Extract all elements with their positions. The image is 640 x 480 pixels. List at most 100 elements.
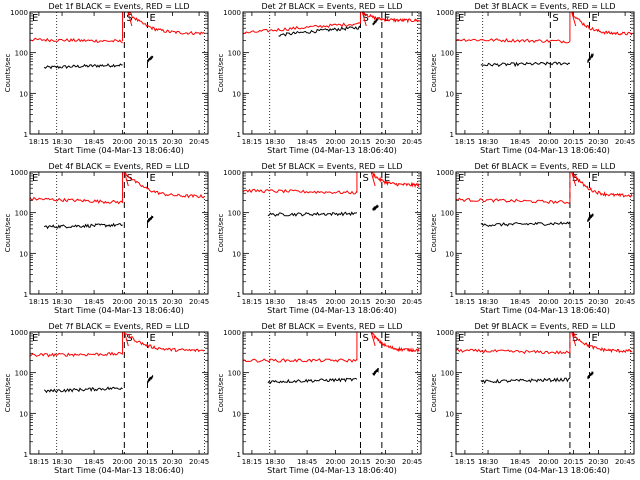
x-tick-label: 20:00 <box>325 298 345 306</box>
x-axis-label: Start Time (04-Mar-13 18:06:40) <box>480 466 610 475</box>
plot-frame <box>29 331 209 455</box>
x-tick-label: 20:45 <box>189 458 209 466</box>
lld-series-line <box>242 188 358 195</box>
x-tick-label: 18:15 <box>242 138 262 146</box>
lld-jump-line <box>123 331 129 347</box>
events-series-line <box>147 374 154 384</box>
y-tick-label: 10 <box>232 410 241 418</box>
lld-jump-line <box>571 171 577 187</box>
x-tick-label: 20:00 <box>325 458 345 466</box>
y-tick-label: 100 <box>228 370 241 378</box>
x-tick-label: 20:00 <box>538 298 558 306</box>
panel-title: Det 7f BLACK = Events, RED = LLD <box>48 322 189 331</box>
x-tick-label: 18:30 <box>52 138 72 146</box>
events-series-line <box>43 222 123 230</box>
events-series-line <box>147 215 154 223</box>
x-tick-label: 18:15 <box>455 458 475 466</box>
x-tick-label: 20:15 <box>350 458 370 466</box>
x-tick-label: 18:30 <box>265 298 285 306</box>
x-tick-label: 18:45 <box>84 138 104 146</box>
x-tick-label: 20:15 <box>137 458 157 466</box>
y-tick-label: 1000 <box>436 169 454 177</box>
panel-title: Det 2f BLACK = Events, RED = LLD <box>261 2 402 11</box>
x-tick-label: 20:30 <box>162 298 182 306</box>
x-tick-label: 18:30 <box>478 458 498 466</box>
y-tick-label: 1 <box>450 291 454 299</box>
x-tick-label: 20:15 <box>563 458 583 466</box>
event-marker-letter: E <box>384 173 390 184</box>
x-axis-label: Start Time (04-Mar-13 18:06:40) <box>480 306 610 315</box>
y-tick-label: 1 <box>24 451 28 459</box>
y-tick-label: 100 <box>441 50 454 58</box>
events-series-line <box>372 367 379 377</box>
y-tick-label: 1000 <box>10 169 28 177</box>
lld-series-line <box>29 351 123 358</box>
panel-title: Det 9f BLACK = Events, RED = LLD <box>474 322 615 331</box>
lld-series-line <box>571 171 633 198</box>
panel-2: Det 2f BLACK = Events, RED = LLD Counts/s… <box>217 2 422 155</box>
x-axis-label: Start Time (04-Mar-13 18:06:40) <box>267 306 397 315</box>
panel-3: Det 3f BLACK = Events, RED = LLD Counts/s… <box>430 2 635 155</box>
x-tick-label: 20:45 <box>189 298 209 306</box>
y-tick-label: 100 <box>15 210 28 218</box>
plot-frame <box>455 331 635 455</box>
y-tick-label: 1000 <box>223 329 241 337</box>
x-tick-label: 18:15 <box>455 298 475 306</box>
events-series-line <box>480 221 571 228</box>
x-axis-label: Start Time (04-Mar-13 18:06:40) <box>54 466 184 475</box>
y-axis-label: Counts/sec <box>217 54 225 93</box>
y-tick-label: 10 <box>445 250 454 258</box>
event-marker-letter: E <box>32 13 38 24</box>
x-tick-label: 20:00 <box>112 138 132 146</box>
y-tick-label: 1 <box>24 291 28 299</box>
lld-jump-line <box>370 331 376 347</box>
lld-series-line <box>371 171 420 189</box>
y-tick-label: 100 <box>441 370 454 378</box>
y-tick-label: 1000 <box>10 9 28 17</box>
x-tick-label: 20:00 <box>112 298 132 306</box>
x-tick-label: 20:45 <box>615 458 635 466</box>
x-tick-label: 20:30 <box>375 138 395 146</box>
x-tick-label: 18:15 <box>242 458 262 466</box>
x-tick-label: 18:30 <box>265 458 285 466</box>
lld-series-line <box>455 348 571 355</box>
y-tick-label: 10 <box>232 250 241 258</box>
events-series-line <box>43 63 123 70</box>
y-tick-label: 1 <box>237 291 241 299</box>
lld-jump-line <box>571 11 577 27</box>
event-marker-letter: S <box>362 333 368 344</box>
x-tick-label: 20:15 <box>137 298 157 306</box>
events-series-line <box>480 377 571 385</box>
event-marker-letter: E <box>458 13 464 24</box>
x-tick-label: 18:45 <box>510 138 530 146</box>
panel-4: Det 4f BLACK = Events, RED = LLD Counts/s… <box>4 162 209 315</box>
plot-frame <box>242 171 422 295</box>
panel-title: Det 8f BLACK = Events, RED = LLD <box>261 322 402 331</box>
x-axis-label: Start Time (04-Mar-13 18:06:40) <box>54 146 184 155</box>
x-tick-label: 18:45 <box>510 298 530 306</box>
x-axis-label: Start Time (04-Mar-13 18:06:40) <box>480 146 610 155</box>
x-tick-label: 20:45 <box>189 138 209 146</box>
event-marker-letter: S <box>552 13 558 24</box>
panel-5: Det 5f BLACK = Events, RED = LLD Counts/s… <box>217 162 422 315</box>
events-series-line <box>587 371 594 380</box>
event-marker-letter: S <box>126 173 132 184</box>
lld-series-line <box>29 196 124 205</box>
x-tick-label: 20:00 <box>112 458 132 466</box>
y-tick-label: 1000 <box>223 169 241 177</box>
lld-series-line <box>124 171 205 199</box>
plot-frame <box>242 331 422 455</box>
x-axis-label: Start Time (04-Mar-13 18:06:40) <box>54 306 184 315</box>
x-tick-label: 18:30 <box>478 138 498 146</box>
event-marker-letter: E <box>592 13 598 24</box>
lld-series-line <box>127 11 205 36</box>
x-tick-label: 20:45 <box>615 298 635 306</box>
panel-8: Det 8f BLACK = Events, RED = LLD Counts/s… <box>217 322 422 475</box>
x-tick-label: 18:45 <box>297 298 317 306</box>
events-series-line <box>43 386 123 394</box>
x-tick-label: 18:15 <box>242 298 262 306</box>
panel-title: Det 1f BLACK = Events, RED = LLD <box>48 2 189 11</box>
lld-series-line <box>455 197 571 205</box>
events-series-line <box>480 61 570 68</box>
y-axis-label: Counts/sec <box>430 54 438 93</box>
